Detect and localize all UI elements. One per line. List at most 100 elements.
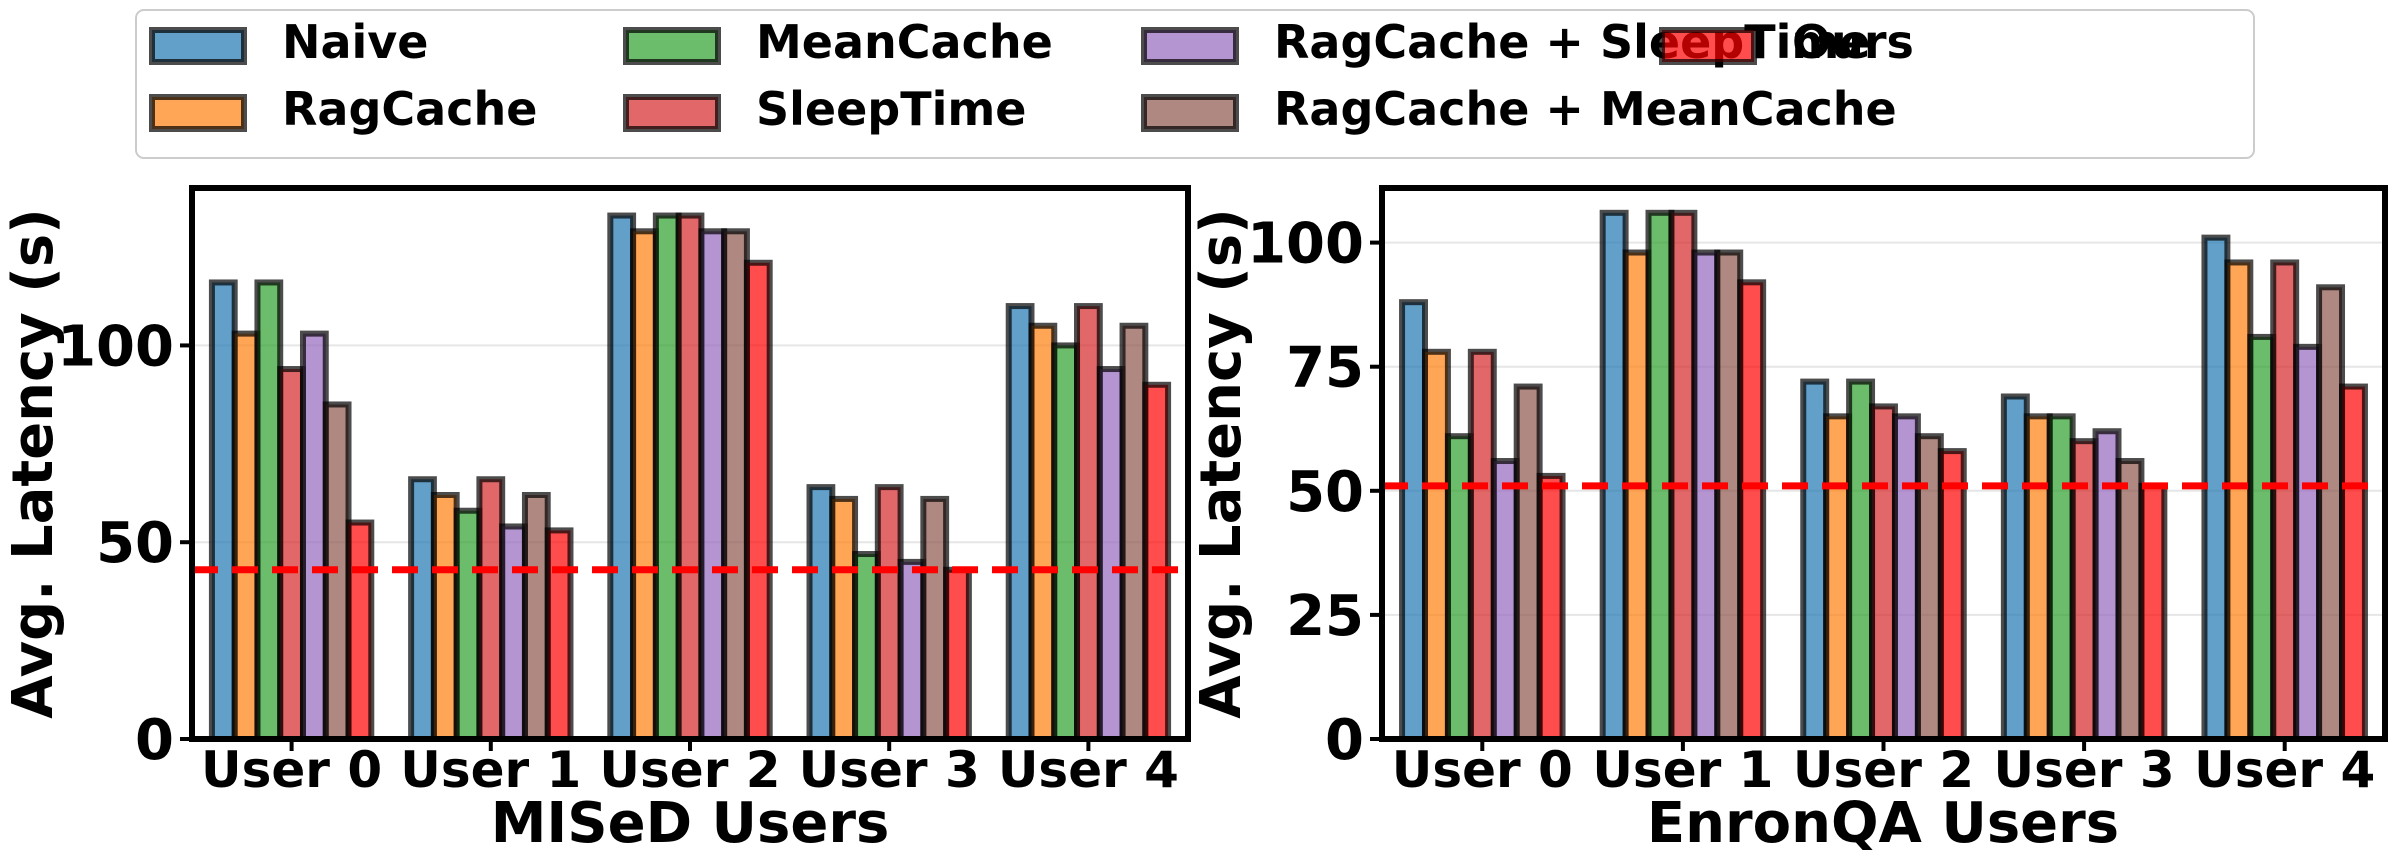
- x-tick-label: User 3: [1994, 741, 2175, 799]
- legend-item-sleeptime: SleepTime: [623, 82, 1027, 136]
- bar-sleeptime-user-1: [1668, 209, 1698, 742]
- bar-ragcache-sleeptime-user-3: [897, 558, 927, 743]
- bar-ragcache-sleeptime-user-2: [698, 228, 728, 743]
- legend-item-ragcache: RagCache: [149, 82, 537, 136]
- bar-ragcache-user-3: [829, 495, 859, 742]
- bar-naive-user-3: [2000, 393, 2030, 742]
- bar-sleeptime-user-0: [1467, 348, 1497, 742]
- bar-naive-user-0: [208, 279, 238, 742]
- bar-ragcache-sleeptime-user-4: [1096, 366, 1126, 742]
- legend-swatch-ragcache-sleeptime: [1141, 27, 1239, 65]
- bar-ragcache-sleeptime-user-3: [2092, 428, 2122, 742]
- bar-ragcache-meancache-user-4: [1119, 322, 1149, 742]
- bar-ragcache-user-0: [231, 330, 261, 742]
- x-axis-title: EnronQA Users: [1647, 791, 2119, 856]
- x-axis-title: MISeD Users: [491, 791, 890, 856]
- bars: [208, 212, 1172, 743]
- bar-ragcache-sleeptime-user-4: [2293, 343, 2323, 742]
- bar-ours-user-4: [2339, 383, 2368, 742]
- x-tick-label: User 0: [201, 741, 382, 799]
- x-tick-label: User 3: [799, 741, 980, 799]
- bar-ragcache-user-1: [430, 491, 460, 742]
- legend-item-ragcache-sleeptime: RagCache + SleepTime: [1141, 15, 1870, 69]
- y-tick-label: 100: [57, 314, 174, 379]
- bar-meancache-user-0: [1444, 433, 1474, 742]
- bar-ragcache-meancache-user-0: [1513, 383, 1543, 742]
- bar-ours-user-3: [2138, 482, 2168, 742]
- bar-meancache-user-4: [1051, 342, 1081, 742]
- bar-ours-user-4: [1142, 381, 1172, 742]
- legend-item-ragcache-meancache: RagCache + MeanCache: [1141, 82, 1897, 136]
- y-axis-title: Avg. Latency (s): [1, 208, 66, 719]
- legend-swatch-ours: [1659, 27, 1757, 65]
- legend-label: RagCache + MeanCache: [1274, 82, 1897, 136]
- legend-item-ours: Ours: [1659, 15, 1914, 69]
- legend-swatch-sleeptime: [623, 94, 721, 132]
- bar-naive-user-2: [607, 212, 637, 743]
- x-tick-label: User 4: [998, 741, 1179, 799]
- x-tick-label: User 2: [599, 741, 780, 799]
- legend-swatch-ragcache: [149, 94, 247, 132]
- bar-naive-user-4: [1005, 303, 1035, 742]
- bar-ragcache-sleeptime-user-0: [1490, 458, 1520, 742]
- bar-ragcache-meancache-user-4: [2316, 284, 2346, 742]
- bar-ragcache-meancache-user-1: [521, 491, 551, 742]
- x-tick-label: User 4: [2194, 741, 2375, 799]
- bar-naive-user-3: [806, 484, 836, 742]
- x-tick-label: User 0: [1392, 741, 1573, 799]
- bar-sleeptime-user-4: [2270, 259, 2300, 742]
- legend-label: Naive: [282, 15, 429, 69]
- bar-meancache-user-3: [2046, 413, 2076, 742]
- bar-meancache-user-2: [1846, 378, 1876, 742]
- bars: [1399, 209, 2368, 742]
- y-tick-label: 50: [1286, 460, 1364, 525]
- bar-meancache-user-2: [652, 212, 682, 743]
- bar-ragcache-sleeptime-user-1: [499, 523, 528, 742]
- bar-ragcache-user-4: [2224, 259, 2254, 742]
- bar-ours-user-0: [345, 519, 375, 742]
- bar-ragcache-meancache-user-2: [1914, 433, 1944, 742]
- legend-label: Ours: [1792, 15, 1914, 69]
- bar-ours-user-2: [1937, 448, 1967, 742]
- bar-naive-user-1: [1599, 209, 1629, 742]
- bar-sleeptime-user-2: [675, 212, 705, 743]
- bar-ragcache-meancache-user-2: [721, 228, 750, 743]
- bar-ours-user-3: [943, 566, 972, 742]
- bar-ragcache-user-1: [1622, 249, 1652, 742]
- legend-label: RagCache + SleepTime: [1274, 15, 1870, 69]
- bar-ragcache-user-3: [2023, 413, 2053, 742]
- legend-label: MeanCache: [756, 15, 1053, 69]
- bar-ragcache-user-2: [630, 228, 659, 743]
- y-tick-label: 100: [1247, 212, 1364, 277]
- y-tick-label: 0: [1325, 708, 1364, 773]
- bar-ours-user-0: [1536, 472, 1566, 742]
- bar-meancache-user-0: [254, 279, 284, 742]
- bar-meancache-user-3: [852, 551, 881, 742]
- bar-ours-user-2: [743, 259, 773, 742]
- legend: Naive RagCache MeanCache SleepTime RagCache …: [135, 9, 2255, 159]
- bar-sleeptime-user-2: [1869, 403, 1898, 742]
- y-tick-label: 25: [1286, 584, 1364, 649]
- x-tick-label: User 1: [400, 741, 581, 799]
- bar-naive-user-2: [1800, 378, 1830, 742]
- y-tick-label: 75: [1286, 336, 1364, 401]
- bar-ours-user-1: [1737, 279, 1767, 742]
- bar-ragcache-user-2: [1823, 413, 1853, 742]
- bar-ragcache-user-4: [1028, 322, 1058, 742]
- bar-sleeptime-user-0: [277, 366, 306, 742]
- legend-swatch-ragcache-meancache: [1141, 94, 1239, 132]
- bar-sleeptime-user-4: [1074, 303, 1103, 742]
- bar-ragcache-sleeptime-user-0: [299, 330, 329, 742]
- bar-meancache-user-4: [2247, 333, 2277, 742]
- bar-ragcache-meancache-user-3: [2115, 458, 2145, 742]
- bar-sleeptime-user-3: [874, 484, 904, 742]
- legend-item-naive: Naive: [149, 15, 429, 69]
- y-tick-label: 50: [96, 511, 174, 576]
- bar-ragcache-sleeptime-user-2: [1891, 413, 1921, 742]
- bar-naive-user-0: [1399, 299, 1428, 742]
- y-axis-title: Avg. Latency (s): [1189, 208, 1254, 719]
- legend-swatch-naive: [149, 27, 247, 65]
- legend-label: SleepTime: [756, 82, 1027, 136]
- mised-latency-chart: 0 50 100 User 0 User 1 User 2 User 3 User 4 MISe…: [1, 185, 1191, 856]
